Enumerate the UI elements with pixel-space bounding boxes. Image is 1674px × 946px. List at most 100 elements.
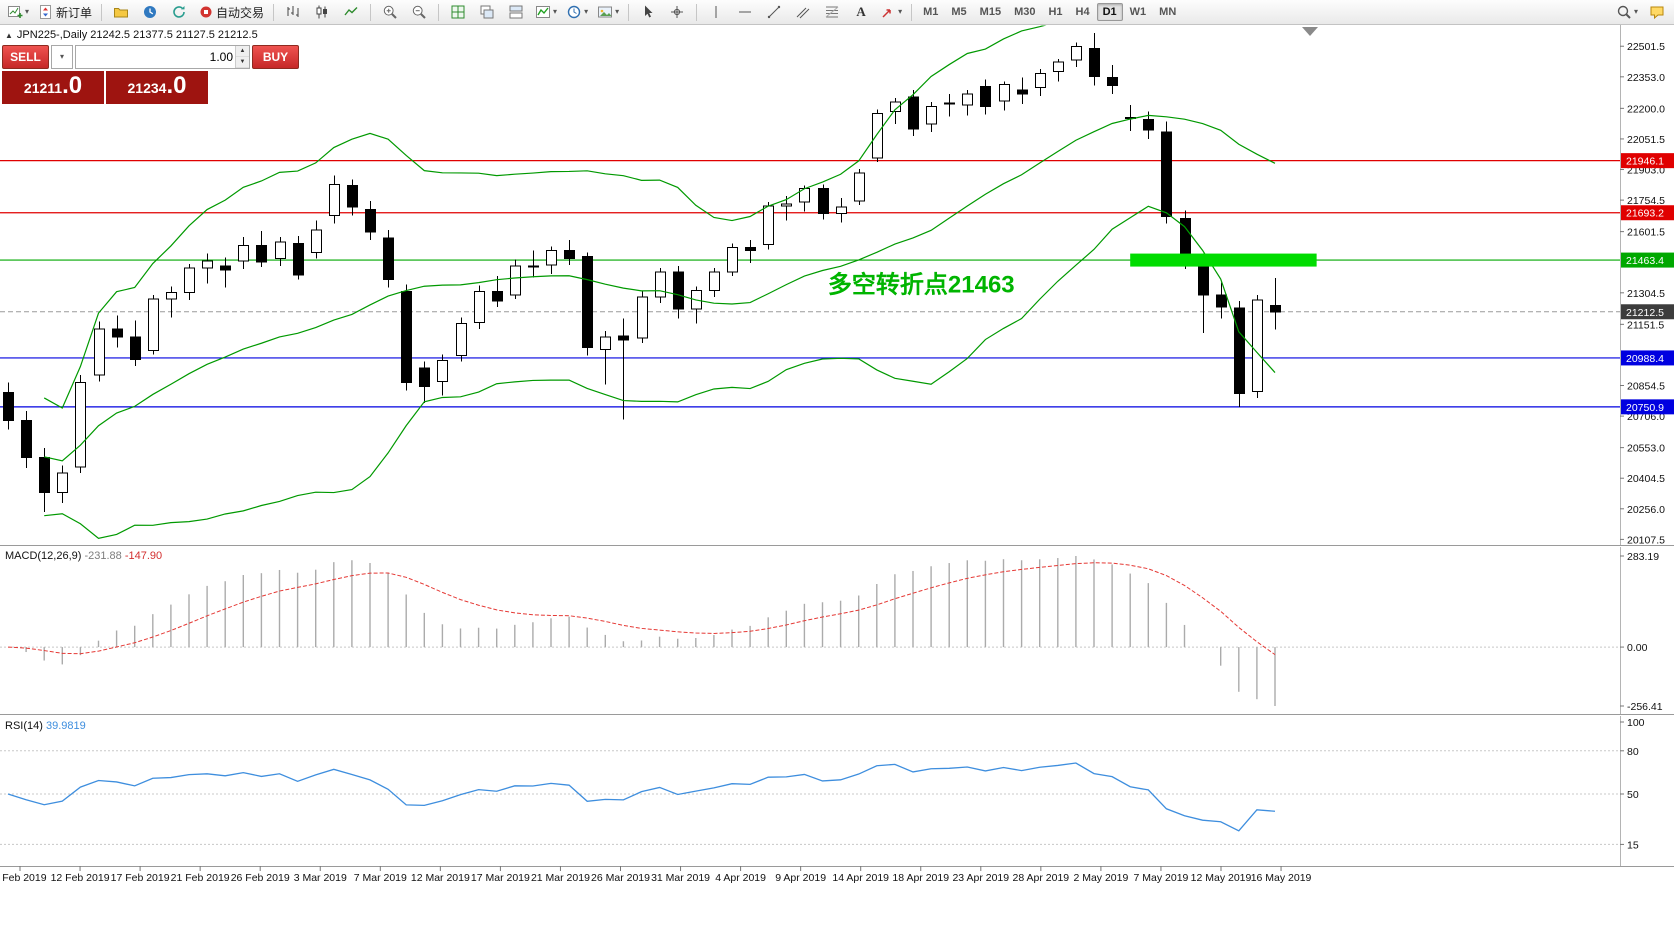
chart-shift-marker[interactable] [1302,27,1318,36]
svg-text:26 Feb 2019: 26 Feb 2019 [231,872,290,884]
bollinger-middle-band [44,114,1276,462]
timeframe-m30-button[interactable]: M30 [1014,6,1036,18]
svg-text:20256.0: 20256.0 [1627,504,1665,516]
caret-down-icon: ▾ [898,7,903,16]
periods-button[interactable]: ▾ [562,1,592,24]
macd-name: MACD(12,26,9) [5,550,82,562]
svg-text:22501.5: 22501.5 [1627,41,1665,53]
cursor-button[interactable] [634,1,662,24]
new-chart-button[interactable]: ▾ [3,1,33,24]
timeframe-d1-button[interactable]: D1 [1096,3,1123,21]
indicators-button[interactable]: ▾ [531,1,561,24]
volume-decrease-button[interactable]: ▼ [236,57,249,68]
tile-windows-icon [451,5,465,19]
vertical-line-icon [715,6,717,18]
svg-text:18 Apr 2019: 18 Apr 2019 [892,872,949,884]
new-order-button[interactable]: 新订单 [34,1,96,24]
price-tag [1621,205,1674,221]
svg-text:283.19: 283.19 [1627,551,1659,563]
timeframe-mn-button[interactable]: MN [1159,6,1177,18]
arrows-button[interactable]: ▾ [876,1,906,24]
caret-down-icon: ▾ [59,52,64,61]
svg-text:7 Feb 2019: 7 Feb 2019 [0,872,47,884]
cascade-windows-button[interactable] [473,1,501,24]
channel-button[interactable] [789,1,817,24]
macd-panel[interactable] [0,556,1620,706]
volume-increase-button[interactable]: ▲ [236,46,249,57]
vertical-line-button[interactable] [702,1,730,24]
svg-text:26 Mar 2019: 26 Mar 2019 [591,872,650,884]
volume-stepper: ▲ ▼ [235,46,249,68]
toolbar-separator [438,3,440,21]
price-tag [1621,153,1674,169]
tile-windows-button[interactable] [444,1,472,24]
buy-price-main: 21234 [127,80,167,96]
caret-down-icon: ▾ [615,7,620,16]
arrange-windows-button[interactable] [502,1,530,24]
svg-text:21 Feb 2019: 21 Feb 2019 [171,872,230,884]
community-button[interactable] [1643,1,1671,24]
sell-button[interactable]: SELL [2,45,49,69]
buy-price-display[interactable]: 21234.0 [106,71,208,104]
crosshair-button[interactable] [663,1,691,24]
pivot-annotation-text[interactable]: 多空转折点21463 [828,270,1015,298]
market-watch-button[interactable] [136,1,164,24]
refresh-icon [173,6,185,18]
svg-text:21212.5: 21212.5 [1626,307,1664,319]
fibonacci-button[interactable] [818,1,846,24]
zoom-in-button[interactable] [376,1,404,24]
panel-collapse-icon[interactable]: ▲ [5,30,13,40]
svg-text:22051.5: 22051.5 [1627,134,1665,146]
svg-text:-256.41: -256.41 [1627,701,1663,713]
svg-text:23 Apr 2019: 23 Apr 2019 [952,872,1009,884]
volume-input[interactable] [76,46,235,68]
svg-text:50: 50 [1627,789,1639,801]
candlestick-mode-button[interactable] [308,1,336,24]
svg-text:21463.4: 21463.4 [1626,255,1664,267]
pivot-highlight-rect[interactable] [1130,253,1317,267]
trendline-button[interactable] [760,1,788,24]
timeframe-h1-button[interactable]: H1 [1048,6,1063,18]
text-tool-button[interactable]: A [847,1,875,24]
line-chart-mode-button[interactable] [337,1,365,24]
timeframe-m5-button[interactable]: M5 [951,6,967,18]
svg-text:22200.0: 22200.0 [1627,103,1665,115]
arrange-windows-icon [509,5,523,19]
templates-button[interactable]: ▾ [593,1,623,24]
svg-text:20750.9: 20750.9 [1626,402,1664,414]
volume-preset-dropdown[interactable]: ▾ [51,45,73,69]
timeframe-h4-button[interactable]: H4 [1075,6,1090,18]
autotrading-button[interactable]: 自动交易 [194,1,268,24]
rsi-panel[interactable] [0,750,1620,845]
price-axis[interactable]: 22501.522353.022200.022051.521903.021754… [1620,25,1674,866]
svg-text:15: 15 [1627,839,1639,851]
profiles-button[interactable] [107,1,135,24]
line-chart-icon [344,7,358,16]
trendline-icon [767,5,781,19]
main-chart-layer[interactable]: 多空转折点21463 [0,0,1620,539]
horizontal-line-button[interactable] [731,1,759,24]
macd-signal-value: -147.90 [124,550,163,562]
refresh-button[interactable] [165,1,193,24]
search-icon [1617,5,1631,19]
timeframe-m1-button[interactable]: M1 [923,6,939,18]
buy-button[interactable]: BUY [252,45,299,69]
zoom-out-button[interactable] [405,1,433,24]
rsi-value: 39.9819 [45,720,86,732]
new-order-label: 新订单 [56,5,93,20]
price-tag [1621,304,1674,320]
timeframe-w1-button[interactable]: W1 [1129,6,1147,18]
bar-chart-mode-button[interactable] [279,1,307,24]
sell-price-display[interactable]: 21211.0 [2,71,104,104]
svg-text:100: 100 [1627,717,1645,729]
timeframe-m15-button[interactable]: M15 [979,6,1002,18]
svg-text:80: 80 [1627,746,1639,758]
bar-chart-icon [287,6,299,17]
toolbar-separator [911,3,913,21]
crosshair-icon [671,6,684,18]
svg-text:16 May 2019: 16 May 2019 [1251,872,1312,884]
search-symbol-button[interactable]: ▾ [1612,1,1642,24]
price-tag [1621,350,1674,366]
